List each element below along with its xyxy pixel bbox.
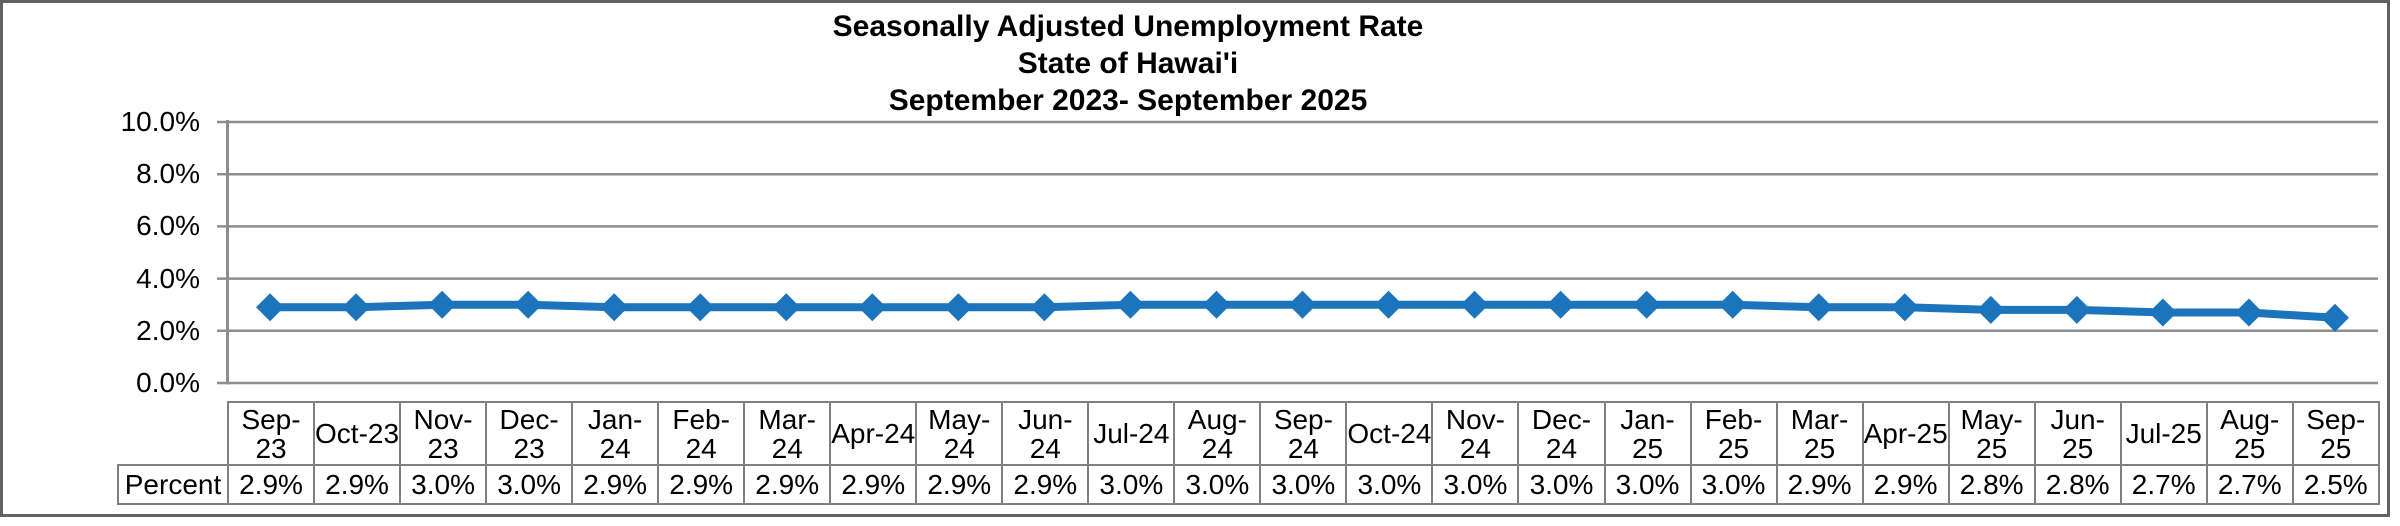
month-header-cell: Dec- 23 (485, 401, 574, 466)
month-header-cell: Sep- 23 (226, 401, 316, 466)
data-point-marker (1030, 293, 1059, 322)
data-point-marker (2148, 298, 2177, 327)
month-header-cell: Jul-24 (1087, 401, 1176, 466)
chart-title-line1: Seasonally Adjusted Unemployment Rate (832, 10, 1424, 43)
data-point-marker (1116, 290, 1145, 319)
month-header-cell: Sep- 24 (1259, 401, 1348, 466)
month-header-cell: Oct-24 (1345, 401, 1434, 466)
month-header-cell: Aug- 25 (2205, 401, 2294, 466)
data-point-marker (600, 293, 629, 322)
percent-value-cell: 2.9% (313, 464, 402, 505)
month-header-cell: Aug- 24 (1173, 401, 1262, 466)
row-header-percent: Percent (117, 464, 229, 505)
data-point-marker (1202, 290, 1231, 319)
y-axis-tick-label: 10.0% (120, 106, 200, 137)
month-header-cell: May- 24 (915, 401, 1004, 466)
chart-title-line3: September 2023- September 2025 (888, 84, 1368, 117)
percent-value-cell: 2.9% (1861, 464, 1950, 505)
data-point-marker (428, 290, 457, 319)
percent-value-cell: 3.0% (1431, 464, 1520, 505)
data-table: Sep- 23 Oct-23 Nov- 23 Dec- 23 Jan-24 Feb- 24… (117, 401, 2380, 505)
percent-value-cell: 2.9% (1001, 464, 1090, 505)
data-point-marker (1288, 290, 1317, 319)
data-point-marker (2062, 295, 2091, 324)
y-axis-tick-label: 6.0% (136, 210, 200, 242)
month-header-cell: Apr-24 (829, 401, 918, 466)
data-point-marker (2234, 298, 2263, 327)
percent-value-cell: 2.5% (2291, 464, 2380, 505)
month-header-cell: Mar- 25 (1775, 401, 1864, 466)
percent-value-cell: 3.0% (1689, 464, 1778, 505)
y-axis-tick-label: 0.0% (136, 367, 200, 398)
data-point-marker (1546, 290, 1575, 319)
chart-title: Seasonally Adjusted Unemployment Rate St… (833, 8, 1424, 119)
y-axis-tick-label: 4.0% (136, 262, 200, 294)
month-header-cell: Sep- 25 (2291, 401, 2380, 466)
data-point-marker (1460, 290, 1489, 319)
percent-value-cell: 3.0% (1087, 464, 1176, 505)
percent-value-cell: 2.9% (1775, 464, 1864, 505)
percent-value-cell: 2.8% (2033, 464, 2122, 505)
month-header-cell: Jan-25 (1603, 401, 1692, 466)
month-header-cell: Nov- 24 (1431, 401, 1520, 466)
percent-value-cell: 2.9% (743, 464, 832, 505)
y-axis-tick-label: 8.0% (136, 158, 200, 190)
data-point-marker (1976, 295, 2005, 324)
table-corner-cell (118, 402, 228, 465)
month-header-cell: Jun-24 (1001, 401, 1090, 466)
month-header-cell: Oct-23 (313, 401, 402, 466)
percent-value-cell: 3.0% (1517, 464, 1606, 505)
month-header-cell: Jan-24 (571, 401, 660, 466)
percent-value-cell: 2.9% (226, 464, 316, 505)
data-point-marker (2320, 303, 2349, 332)
percent-value-cell: 3.0% (399, 464, 488, 505)
percent-value-cell: 3.0% (485, 464, 574, 505)
month-header-cell: May- 25 (1947, 401, 2036, 466)
percent-value-cell: 3.0% (1173, 464, 1262, 505)
data-point-marker (1890, 293, 1919, 322)
percent-value-cell: 2.9% (571, 464, 660, 505)
month-header-cell: Jun-25 (2033, 401, 2122, 466)
data-point-marker (858, 293, 887, 322)
data-point-marker (1632, 290, 1661, 319)
data-point-marker (342, 293, 371, 322)
month-header-cell: Nov- 23 (399, 401, 488, 466)
month-header-cell: Feb- 24 (657, 401, 746, 466)
month-header-cell: Dec- 24 (1517, 401, 1606, 466)
percent-value-cell: 2.7% (2119, 464, 2208, 505)
data-point-marker (1718, 290, 1747, 319)
y-axis-tick-label: 2.0% (136, 314, 200, 346)
month-header-cell: Apr-25 (1861, 401, 1950, 466)
percent-value-cell: 2.8% (1947, 464, 2036, 505)
chart-title-line2: State of Hawai'i (1017, 47, 1239, 80)
data-point-marker (944, 293, 973, 322)
data-point-marker (514, 290, 543, 319)
percent-value-cell: 2.7% (2205, 464, 2294, 505)
percent-value-cell: 2.9% (829, 464, 918, 505)
data-point-marker (1374, 290, 1403, 319)
month-header-cell: Feb- 25 (1689, 401, 1778, 466)
percent-value-cell: 3.0% (1259, 464, 1348, 505)
data-point-marker (772, 293, 801, 322)
percent-value-cell: 3.0% (1345, 464, 1434, 505)
month-header-cell: Mar- 24 (743, 401, 832, 466)
month-header-cell: Jul-25 (2119, 401, 2208, 466)
data-point-marker (686, 293, 715, 322)
percent-value-cell: 2.9% (657, 464, 746, 505)
data-point-marker (256, 293, 285, 322)
data-point-marker (1804, 293, 1833, 322)
percent-value-cell: 2.9% (915, 464, 1004, 505)
percent-value-cell: 3.0% (1603, 464, 1692, 505)
